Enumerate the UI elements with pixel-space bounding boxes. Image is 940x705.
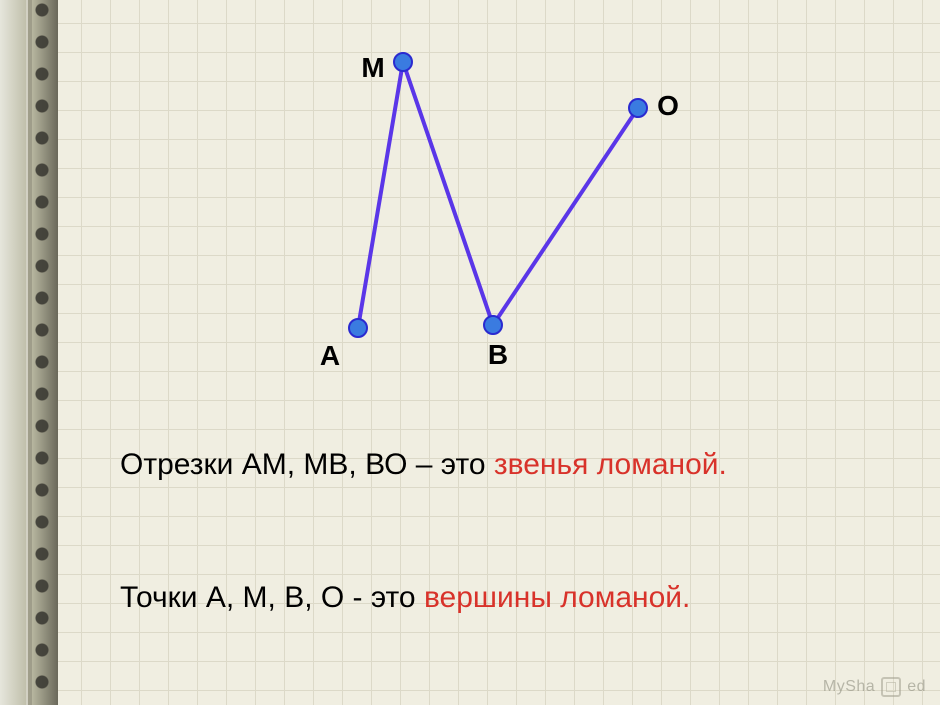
notebook-paper: А М В О Отрезки АМ, МВ, ВО – это звенья лом… xyxy=(58,0,940,705)
segment-AM xyxy=(358,62,403,328)
page: А М В О Отрезки АМ, МВ, ВО – это звенья лом… xyxy=(0,0,940,705)
point-label-M: М xyxy=(361,52,384,84)
point-label-O: О xyxy=(657,90,679,122)
watermark-text-left: MySha xyxy=(823,678,875,696)
caption-1-part-2: звенья ломаной. xyxy=(494,448,727,481)
point-A xyxy=(349,319,367,337)
segment-BO xyxy=(493,108,638,325)
notebook-spiral xyxy=(0,0,58,705)
segment-MB xyxy=(403,62,493,325)
point-B xyxy=(484,316,502,334)
point-M xyxy=(394,53,412,71)
caption-2-part-2: вершины ломаной. xyxy=(424,581,690,614)
caption-2: Точки А, М, В, О - это вершины ломаной. xyxy=(120,580,690,616)
caption-2-part-1: Точки А, М, В, О - это xyxy=(120,581,424,614)
watermark-text-right: ed xyxy=(907,678,926,696)
watermark: MySha ed xyxy=(823,677,926,697)
point-O xyxy=(629,99,647,117)
watermark-logo-icon xyxy=(881,677,901,697)
caption-1-part-1: Отрезки АМ, МВ, ВО – это xyxy=(120,448,494,481)
caption-1: Отрезки АМ, МВ, ВО – это звенья ломаной. xyxy=(120,447,727,483)
point-label-B: В xyxy=(488,339,508,371)
point-label-A: А xyxy=(320,340,340,372)
